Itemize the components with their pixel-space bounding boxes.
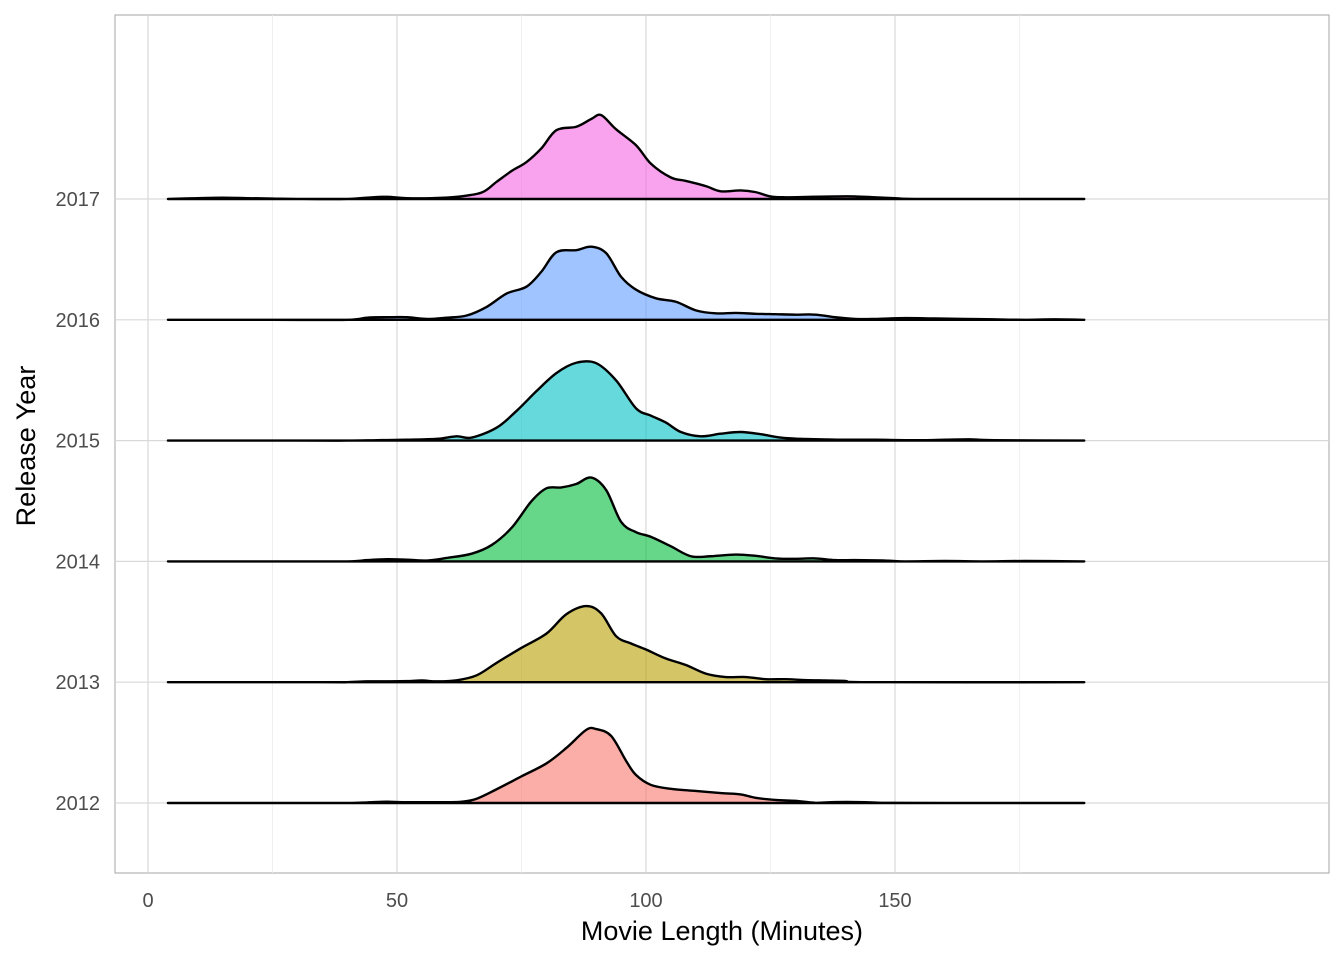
x-axis-title: Movie Length (Minutes) [581,916,863,946]
y-tick-label-2012: 2012 [56,793,101,815]
ridge-2017 [166,113,1086,201]
y-tick-label-2017: 2017 [56,189,101,211]
ridge-2014 [166,476,1086,563]
ridge-2015 [166,360,1086,442]
y-tick-labels: 2012 2013 2014 2015 2016 2017 [56,189,101,815]
x-tick-labels: 0 50 100 150 [142,890,911,912]
y-tick-label-2014: 2014 [56,551,101,573]
x-tick-label: 0 [142,890,153,912]
y-tick-label-2015: 2015 [56,431,101,453]
ridge-2016 [166,245,1086,322]
y-tick-label-2013: 2013 [56,672,101,694]
ridge-2012 [166,726,1086,805]
ridge-2013 [166,604,1086,684]
y-axis-title: Release Year [11,366,41,527]
plot-panel [114,14,1330,874]
ridges [166,113,1086,805]
x-tick-label: 150 [878,890,911,912]
x-tick-label: 50 [386,890,408,912]
y-tick-label-2016: 2016 [56,310,101,332]
x-tick-label: 100 [629,890,662,912]
